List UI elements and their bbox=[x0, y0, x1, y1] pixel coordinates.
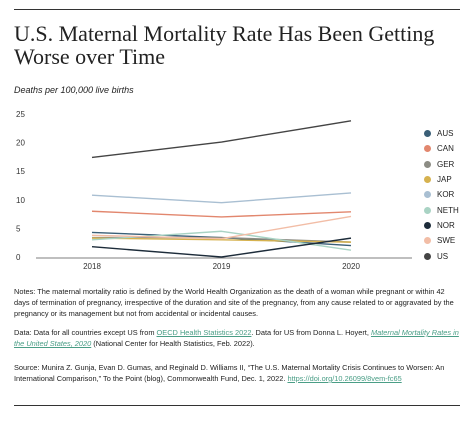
y-axis-ticks: 0 5 10 15 20 25 bbox=[16, 110, 25, 262]
nchs-link[interactable]: Maternal Mortality Rates in the United S… bbox=[14, 328, 459, 348]
legend-item-swe: SWE bbox=[424, 233, 459, 248]
series-line-us bbox=[91, 120, 352, 159]
legend-item-ger: GER bbox=[424, 157, 459, 172]
y-tick-label: 0 bbox=[16, 253, 21, 262]
legend-label: CAN bbox=[437, 144, 454, 154]
legend-swatch bbox=[424, 221, 431, 229]
y-tick-label: 10 bbox=[16, 196, 25, 205]
y-tick-label: 5 bbox=[16, 224, 21, 233]
legend-swatch bbox=[424, 191, 431, 199]
legend-swatch bbox=[424, 160, 431, 168]
legend-swatch bbox=[424, 145, 431, 153]
chart-legend: AUS CAN GER JAP KOR NETH NOR SWE US bbox=[424, 126, 459, 264]
y-tick-label: 20 bbox=[16, 139, 25, 148]
data-mid: . Data for US from Donna L. Hoyert, bbox=[251, 328, 371, 337]
top-rule bbox=[14, 9, 460, 10]
notes-paragraph: Notes: The maternal mortality ratio is d… bbox=[14, 286, 460, 319]
data-prefix: Data: Data for all countries except US f… bbox=[14, 328, 157, 337]
legend-swatch bbox=[424, 206, 431, 214]
legend-item-neth: NETH bbox=[424, 202, 459, 217]
legend-label: NOR bbox=[437, 220, 455, 230]
data-paragraph: Data: Data for all countries except US f… bbox=[14, 327, 460, 349]
series-lines bbox=[91, 120, 352, 258]
legend-swatch bbox=[424, 237, 431, 245]
legend-label: US bbox=[437, 251, 449, 261]
legend-item-can: CAN bbox=[424, 141, 459, 156]
legend-swatch bbox=[424, 130, 431, 138]
y-tick-label: 15 bbox=[16, 167, 25, 176]
legend-label: KOR bbox=[437, 190, 455, 200]
chart-subtitle: Deaths per 100,000 live births bbox=[14, 85, 134, 95]
chart-title: U.S. Maternal Mortality Rate Has Been Ge… bbox=[14, 21, 435, 69]
source-paragraph: Source: Munira Z. Gunja, Evan D. Gumas, … bbox=[14, 362, 460, 384]
oecd-link[interactable]: OECD Health Statistics 2022 bbox=[156, 328, 252, 337]
x-tick-label: 2018 bbox=[83, 262, 101, 271]
y-tick-label: 25 bbox=[16, 110, 25, 119]
source-text: Source: Munira Z. Gunja, Evan D. Gumas, … bbox=[14, 363, 445, 383]
series-line-kor bbox=[91, 192, 352, 204]
legend-label: GER bbox=[437, 159, 455, 169]
bottom-rule bbox=[14, 405, 460, 406]
series-line-swe bbox=[91, 215, 352, 240]
legend-item-us: US bbox=[424, 248, 459, 263]
legend-item-kor: KOR bbox=[424, 187, 459, 202]
data-suffix: (National Center for Health Statistics, … bbox=[91, 339, 255, 348]
x-tick-label: 2020 bbox=[342, 262, 360, 271]
legend-label: SWE bbox=[437, 236, 456, 246]
x-tick-label: 2019 bbox=[213, 262, 231, 271]
line-chart: 0 5 10 15 20 25 2018 2019 2020 bbox=[16, 110, 412, 271]
legend-item-aus: AUS bbox=[424, 126, 459, 141]
legend-label: NETH bbox=[437, 205, 459, 215]
x-axis-ticks: 2018 2019 2020 bbox=[83, 262, 360, 271]
series-line-can bbox=[91, 210, 352, 218]
series-line-nor bbox=[91, 237, 352, 258]
legend-item-nor: NOR bbox=[424, 218, 459, 233]
doi-link[interactable]: https://doi.org/10.26099/8vem-fc65 bbox=[287, 374, 402, 383]
notes-text: Notes: The maternal mortality ratio is d… bbox=[14, 287, 454, 318]
legend-label: AUS bbox=[437, 129, 454, 139]
legend-swatch bbox=[424, 176, 431, 184]
legend-label: JAP bbox=[437, 175, 452, 185]
legend-item-jap: JAP bbox=[424, 172, 459, 187]
series-line-jap bbox=[91, 237, 352, 243]
legend-swatch bbox=[424, 252, 431, 260]
